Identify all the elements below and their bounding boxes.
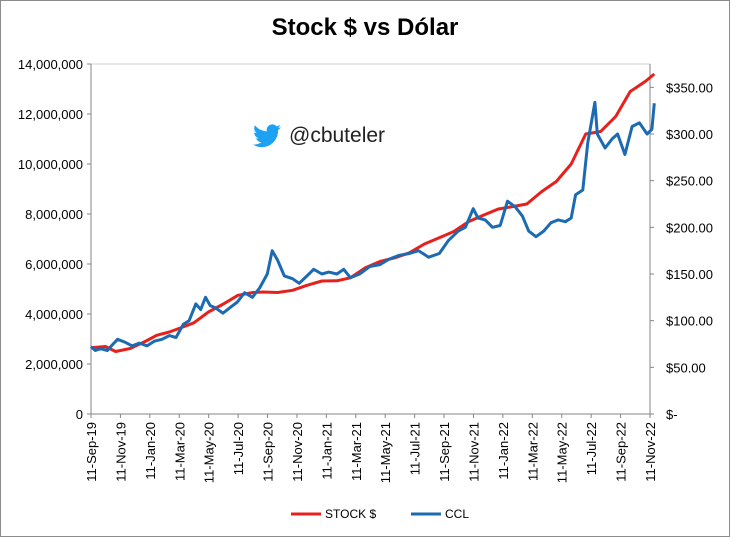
- x-tick-label: 11-Nov-20: [290, 422, 305, 482]
- x-tick-label: 11-Mar-21: [349, 422, 364, 481]
- x-tick-label: 11-Sep-20: [261, 422, 276, 482]
- y-right-tick-label: $350.00: [666, 80, 713, 95]
- x-tick-label: 11-Jan-22: [496, 422, 511, 480]
- x-tick-label: 11-Jan-21: [319, 422, 334, 480]
- x-tick-label: 11-Sep-19: [84, 422, 99, 482]
- legend-label: STOCK $: [325, 507, 376, 521]
- y-right-tick-label: $50.00: [666, 360, 706, 375]
- y-left-tick-label: 8,000,000: [25, 207, 83, 222]
- series-line-stock: [90, 72, 656, 353]
- chart-title: Stock $ vs Dólar: [271, 14, 459, 41]
- x-tick-label: 11-Jan-20: [143, 422, 158, 480]
- y-left-tick-label: 6,000,000: [25, 257, 83, 272]
- watermark-handle: @cbuteler: [289, 124, 386, 147]
- y-left-tick-label: 2,000,000: [25, 357, 83, 372]
- x-tick-label: 11-May-22: [555, 422, 570, 483]
- y-left-tick-label: 0: [76, 407, 83, 422]
- x-tick-label: 11-Jul-22: [584, 422, 599, 475]
- x-tick-label: 11-Jul-20: [231, 422, 246, 475]
- legend-label: CCL: [445, 507, 469, 521]
- x-tick-label: 11-Nov-21: [466, 422, 481, 482]
- x-tick-label: 11-May-20: [202, 422, 217, 483]
- y-right-tick-label: $200.00: [666, 220, 713, 235]
- x-tick-label: 11-May-21: [378, 422, 393, 483]
- x-tick-label: 11-Mar-20: [172, 422, 187, 481]
- y-right-tick-label: $150.00: [666, 267, 713, 282]
- series-line-ccl: [90, 100, 656, 352]
- y-right-tick-label: $250.00: [666, 174, 713, 189]
- y-right-tick-label: $-: [666, 407, 678, 422]
- x-tick-label: 11-Nov-19: [113, 422, 128, 482]
- twitter-watermark: @cbuteler: [253, 124, 385, 148]
- y-left-tick-label: 14,000,000: [18, 57, 83, 72]
- x-tick-label: 11-Nov-22: [643, 422, 658, 482]
- x-tick-label: 11-Mar-22: [525, 422, 540, 481]
- y-right-tick-label: $300.00: [666, 127, 713, 142]
- y-left-tick-label: 10,000,000: [18, 157, 83, 172]
- x-tick-label: 11-Sep-21: [437, 422, 452, 482]
- plot-area: [90, 63, 651, 415]
- y-left-tick-label: 12,000,000: [18, 107, 83, 122]
- x-tick-label: 11-Jul-21: [408, 422, 423, 475]
- twitter-bird-icon: [253, 124, 281, 148]
- y-left-tick-label: 4,000,000: [25, 307, 83, 322]
- x-tick-label: 11-Sep-22: [614, 422, 629, 482]
- y-right-tick-label: $100.00: [666, 314, 713, 329]
